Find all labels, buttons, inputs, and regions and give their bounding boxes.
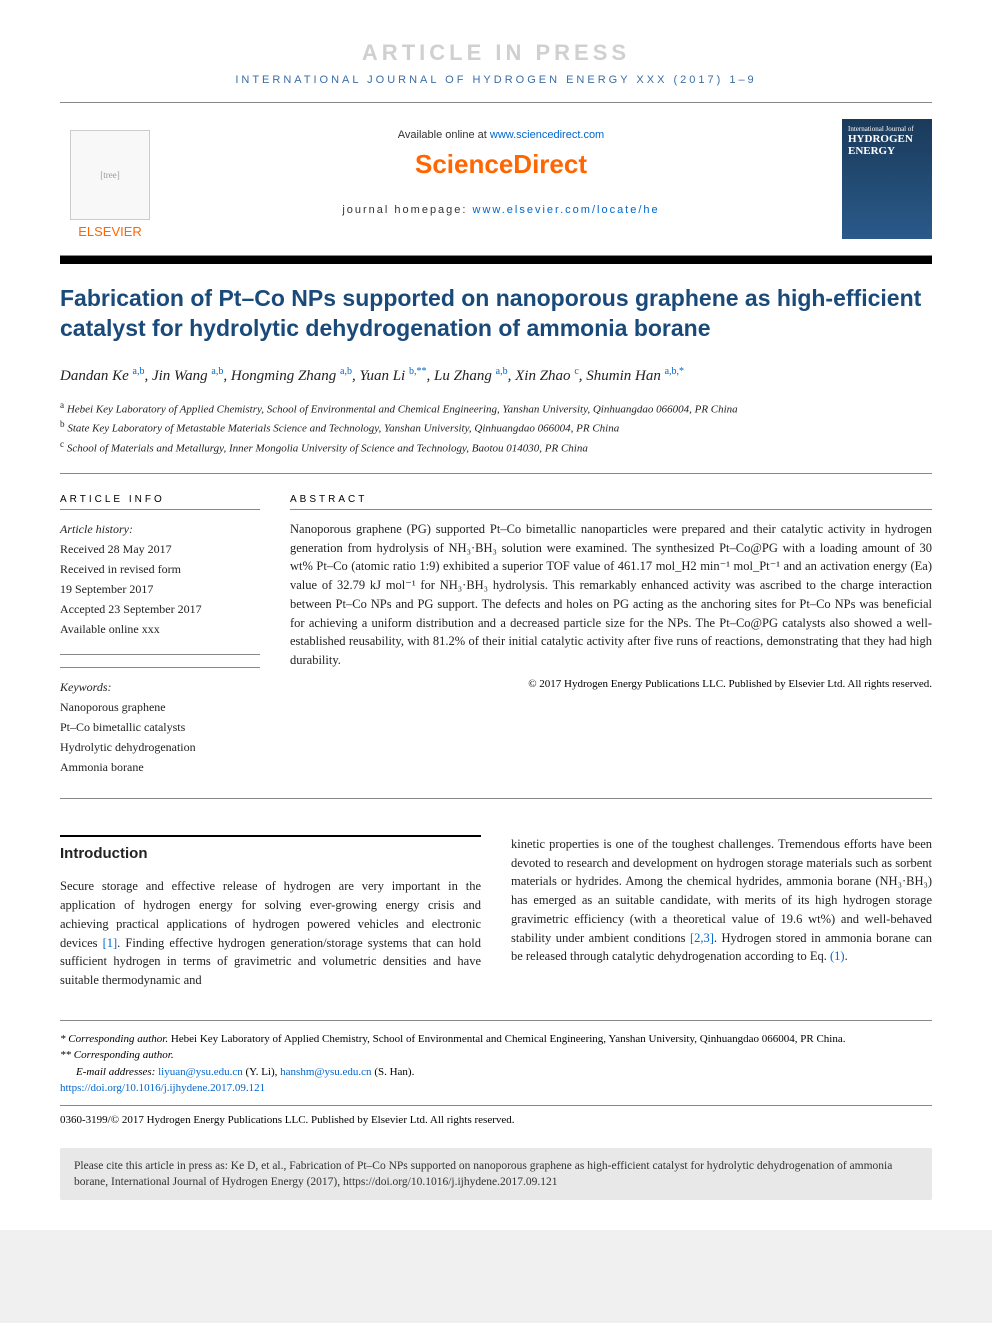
homepage-link[interactable]: www.elsevier.com/locate/he [473, 204, 660, 216]
keywords-label: Keywords: [60, 678, 260, 696]
sciencedirect-link[interactable]: www.sciencedirect.com [490, 129, 604, 141]
header-center: Available online at www.sciencedirect.co… [160, 119, 842, 226]
history-line: Available online xxx [60, 620, 260, 638]
keywords-block: Keywords: Nanoporous graphene Pt–Co bimet… [60, 654, 260, 776]
cover-subtitle: International Journal of [848, 125, 926, 133]
publisher-name: ELSEVIER [78, 224, 142, 239]
citation-link[interactable]: [2,3] [690, 931, 714, 945]
doi-link[interactable]: https://doi.org/10.1016/j.ijhydene.2017.… [60, 1082, 265, 1094]
article-info-column: ARTICLE INFO Article history: Received 2… [60, 494, 260, 778]
available-online-text: Available online at www.sciencedirect.co… [180, 129, 822, 141]
body-column-left: Introduction Secure storage and effectiv… [60, 835, 481, 990]
footer-block: * Corresponding author. Hebei Key Labora… [60, 1020, 932, 1129]
homepage-label: journal homepage: [342, 204, 472, 216]
email-link-2[interactable]: hanshm@ysu.edu.cn [280, 1066, 371, 1078]
journal-cover-thumbnail: International Journal of HYDROGEN ENERGY [842, 119, 932, 239]
header-block: [tree] ELSEVIER Available online at www.… [60, 103, 932, 256]
affiliation-list: a Hebei Key Laboratory of Applied Chemis… [60, 399, 932, 456]
intro-paragraph-1: Secure storage and effective release of … [60, 877, 481, 990]
publisher-logo: [tree] ELSEVIER [60, 119, 160, 239]
history-line: 19 September 2017 [60, 580, 260, 598]
keyword-item: Pt–Co bimetallic catalysts [60, 718, 260, 736]
article-in-press-banner: ARTICLE IN PRESS [60, 40, 932, 66]
keyword-item: Hydrolytic dehydrogenation [60, 738, 260, 756]
article-info-heading: ARTICLE INFO [60, 494, 260, 510]
history-line: Received 28 May 2017 [60, 540, 260, 558]
cover-title: HYDROGEN ENERGY [848, 133, 926, 157]
introduction-heading: Introduction [60, 835, 481, 866]
journal-reference: INTERNATIONAL JOURNAL OF HYDROGEN ENERGY… [60, 74, 932, 86]
keyword-item: Nanoporous graphene [60, 698, 260, 716]
title-block: Fabrication of Pt–Co NPs supported on na… [60, 256, 932, 474]
corresponding-author-2: ** Corresponding author. [60, 1047, 932, 1064]
citation-link[interactable]: [1] [103, 936, 118, 950]
history-line: Received in revised form [60, 560, 260, 578]
equation-link[interactable]: (1) [830, 949, 845, 963]
keywords-rule [60, 654, 260, 668]
keyword-item: Ammonia borane [60, 758, 260, 776]
article-page: ARTICLE IN PRESS INTERNATIONAL JOURNAL O… [0, 0, 992, 1230]
journal-homepage: journal homepage: www.elsevier.com/locat… [180, 204, 822, 216]
corr1-label: * Corresponding author. [60, 1033, 168, 1045]
keywords-list: Keywords: Nanoporous graphene Pt–Co bimet… [60, 678, 260, 776]
available-label: Available online at [398, 129, 490, 141]
abstract-heading: ABSTRACT [290, 494, 932, 510]
intro-paragraph-2: kinetic properties is one of the toughes… [511, 835, 932, 966]
abstract-column: ABSTRACT Nanoporous graphene (PG) suppor… [290, 494, 932, 778]
email2-name: (S. Han). [372, 1066, 415, 1078]
body-column-right: kinetic properties is one of the toughes… [511, 835, 932, 990]
abstract-text: Nanoporous graphene (PG) supported Pt–Co… [290, 520, 932, 670]
author-list: Dandan Ke a,b, Jin Wang a,b, Hongming Zh… [60, 364, 932, 388]
article-title: Fabrication of Pt–Co NPs supported on na… [60, 284, 932, 344]
email1-name: (Y. Li), [243, 1066, 280, 1078]
footer-copyright: 0360-3199/© 2017 Hydrogen Energy Publica… [60, 1105, 932, 1129]
email-link-1[interactable]: liyuan@ysu.edu.cn [158, 1066, 243, 1078]
sciencedirect-logo: ScienceDirect [180, 149, 822, 180]
corresponding-author-1: * Corresponding author. Hebei Key Labora… [60, 1031, 932, 1048]
corr1-text: Hebei Key Laboratory of Applied Chemistr… [168, 1033, 845, 1045]
email-label: E-mail addresses: [76, 1066, 158, 1078]
citation-box: Please cite this article in press as: Ke… [60, 1148, 932, 1200]
history-label: Article history: [60, 520, 260, 538]
elsevier-tree-icon: [tree] [70, 130, 150, 220]
abstract-copyright: © 2017 Hydrogen Energy Publications LLC.… [290, 678, 932, 690]
article-history: Article history: Received 28 May 2017 Rec… [60, 520, 260, 638]
history-line: Accepted 23 September 2017 [60, 600, 260, 618]
doi-link-line: https://doi.org/10.1016/j.ijhydene.2017.… [60, 1080, 932, 1097]
body-columns: Introduction Secure storage and effectiv… [60, 835, 932, 990]
info-abstract-row: ARTICLE INFO Article history: Received 2… [60, 474, 932, 799]
email-addresses: E-mail addresses: liyuan@ysu.edu.cn (Y. … [76, 1064, 932, 1081]
corr2-label: ** Corresponding author. [60, 1049, 174, 1061]
